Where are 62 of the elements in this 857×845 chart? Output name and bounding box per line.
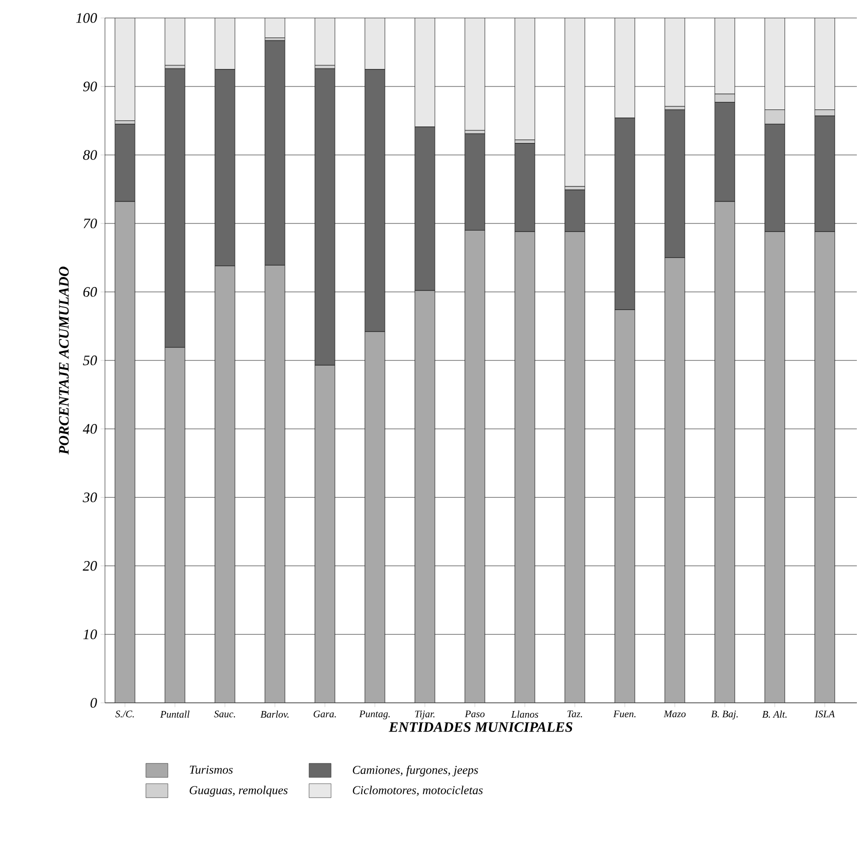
bar <box>514 18 536 140</box>
bar <box>114 18 136 122</box>
x-tick-label: Taz. <box>568 710 582 718</box>
bar <box>164 347 186 703</box>
bar <box>414 18 436 128</box>
bar <box>764 232 786 703</box>
bar <box>614 310 636 703</box>
x-tick-label: B. Alt. <box>762 710 787 718</box>
bar <box>764 18 786 110</box>
bar <box>464 230 486 703</box>
bar <box>814 232 836 703</box>
legend-label: Turismos <box>190 766 233 774</box>
bar <box>714 18 736 94</box>
x-tick-label: Mazo <box>664 710 686 718</box>
bar <box>214 266 236 703</box>
y-tick-label: 0 <box>90 698 97 708</box>
bar <box>214 18 236 70</box>
bar <box>314 18 336 66</box>
x-tick-label: S./C. <box>115 710 134 718</box>
y-tick-label: 60 <box>83 287 97 297</box>
y-tick-label: 30 <box>82 492 97 502</box>
y-tick-label: 50 <box>83 356 97 366</box>
bar <box>114 201 136 703</box>
y-tick-label: 90 <box>83 82 97 92</box>
y-tick-label: 100 <box>76 13 97 23</box>
bar <box>364 18 386 70</box>
y-tick-label: 10 <box>83 630 97 640</box>
legend-label: Camiones, furgones, jeeps <box>352 766 478 777</box>
bar <box>364 332 386 703</box>
x-tick-label: Puntall <box>160 710 190 718</box>
bar <box>564 232 586 703</box>
y-axis-title: PORCENTAJE ACUMULADO <box>59 266 69 455</box>
bar <box>714 201 736 703</box>
legend-label: Ciclomotores, motocicletas <box>352 786 483 796</box>
bar <box>664 258 686 703</box>
x-tick-label: Fuen. <box>613 710 636 718</box>
y-tick-label: 80 <box>83 150 97 160</box>
bar <box>664 18 686 107</box>
bar <box>314 365 336 703</box>
x-tick-label: Puntag. <box>359 710 390 720</box>
x-tick-label: Llanos <box>511 710 538 718</box>
bar <box>464 18 486 131</box>
bar <box>614 18 636 118</box>
x-tick-label: Barlov. <box>260 710 289 718</box>
x-tick-label: Paso <box>464 710 485 718</box>
bar <box>814 18 836 110</box>
bar <box>264 265 286 703</box>
bar <box>264 18 286 38</box>
x-axis-title: ENTIDADES MUNICIPALES <box>388 722 572 732</box>
x-tick-label: Sauc. <box>214 710 236 718</box>
bar <box>414 290 436 703</box>
bar <box>164 18 186 66</box>
y-tick-label: 70 <box>84 218 97 228</box>
bar <box>514 232 536 703</box>
x-tick-label: Tijar. <box>415 710 434 720</box>
y-tick-label: 40 <box>82 424 97 434</box>
legend-label: Guaguas, remolques <box>190 786 288 797</box>
x-tick-label: ISLA <box>814 710 835 718</box>
bar <box>564 18 586 187</box>
y-tick-label: 20 <box>82 561 97 571</box>
x-tick-label: B. Baj. <box>711 710 738 720</box>
x-tick-label: Gara. <box>314 710 336 718</box>
